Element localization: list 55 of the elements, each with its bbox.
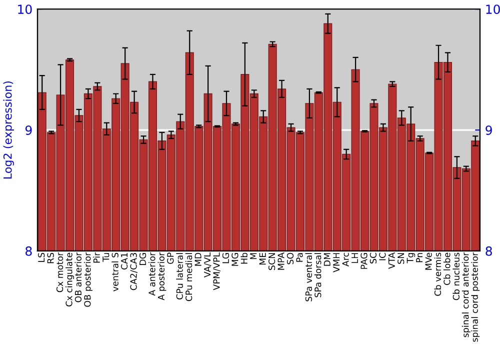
x-tick-label: SN: [398, 253, 404, 264]
x-tick-label: SC: [370, 252, 377, 264]
x-tick-label: SO: [286, 252, 294, 264]
x-tick-label: VMH: [333, 253, 340, 272]
y-tick-label: 10: [18, 4, 32, 14]
x-tick-label: CPu lateral: [176, 253, 183, 300]
x-tick-label: OB posterior: [84, 252, 92, 307]
x-tick-label: DG: [139, 253, 146, 265]
x-tick-label: Cx cingulate: [66, 252, 74, 306]
x-tick-label: Cx motor: [56, 252, 64, 292]
x-tick-label: Pir: [93, 252, 100, 263]
x-tick-label: spinal cord posterior: [471, 252, 480, 342]
x-tick-label: RS: [47, 252, 54, 264]
x-tick-label: GP: [167, 252, 174, 264]
y-tick-label: 8: [26, 246, 32, 256]
y2-tick-label: 8: [486, 246, 492, 256]
x-tick-label: DM: [324, 253, 330, 266]
x-tick-label: PAG: [360, 253, 368, 269]
x-tick-label: ventral S: [112, 252, 118, 292]
x-tick-label: SCN: [268, 253, 276, 270]
x-tick-label: IC: [379, 252, 386, 260]
x-tick-label: A posterior: [158, 252, 166, 300]
x-tick-label: Pa: [296, 253, 303, 262]
x-tick-label: VA/VL: [204, 252, 212, 278]
x-tick-label: LS: [38, 252, 45, 262]
x-tick-label: SPa ventral: [305, 253, 312, 302]
x-tick-label: LG: [222, 253, 230, 264]
x-tick-label: LH: [352, 253, 358, 263]
x-tick-label: Arc: [342, 252, 349, 266]
x-tick-label: SPa dorsal: [314, 253, 322, 298]
x-tick-label: MD: [194, 252, 202, 266]
x-tick-label: A anterior: [148, 252, 156, 296]
x-tick-label: spinal cord anterior: [462, 252, 470, 338]
x-tick-label: MPA: [278, 252, 284, 270]
x-tick-label: Tu: [102, 253, 110, 262]
x-tick-label: VPM/VPL: [213, 252, 220, 290]
x-tick-label: VTA: [388, 252, 395, 269]
x-tick-label: OB anterior: [74, 252, 82, 302]
x-tick-label: ME: [259, 252, 266, 265]
x-tick-label: CA2/CA3: [130, 253, 138, 290]
x-tick-label: Cb lobe: [444, 252, 450, 286]
y-tick-label: 9: [25, 125, 32, 135]
x-tick-label: Cb nucleus: [452, 252, 460, 300]
y2-tick-label: 9: [486, 125, 492, 135]
y2-tick-label: 10: [486, 4, 500, 14]
x-tick-label: MVe: [425, 252, 432, 270]
x-tick-label: Hb: [240, 252, 248, 264]
x-tick-label: CPu medial: [185, 253, 192, 302]
y-axis-title: Log2 (expression): [3, 81, 14, 178]
x-tick-label: CA1: [121, 253, 128, 270]
x-tick-label: M: [250, 253, 257, 260]
x-tick-label: Cb vermis: [434, 252, 442, 296]
x-tick-label: MG: [232, 253, 238, 266]
x-tick-label: Tg: [406, 253, 416, 264]
x-tick-label: Pn: [416, 253, 422, 262]
